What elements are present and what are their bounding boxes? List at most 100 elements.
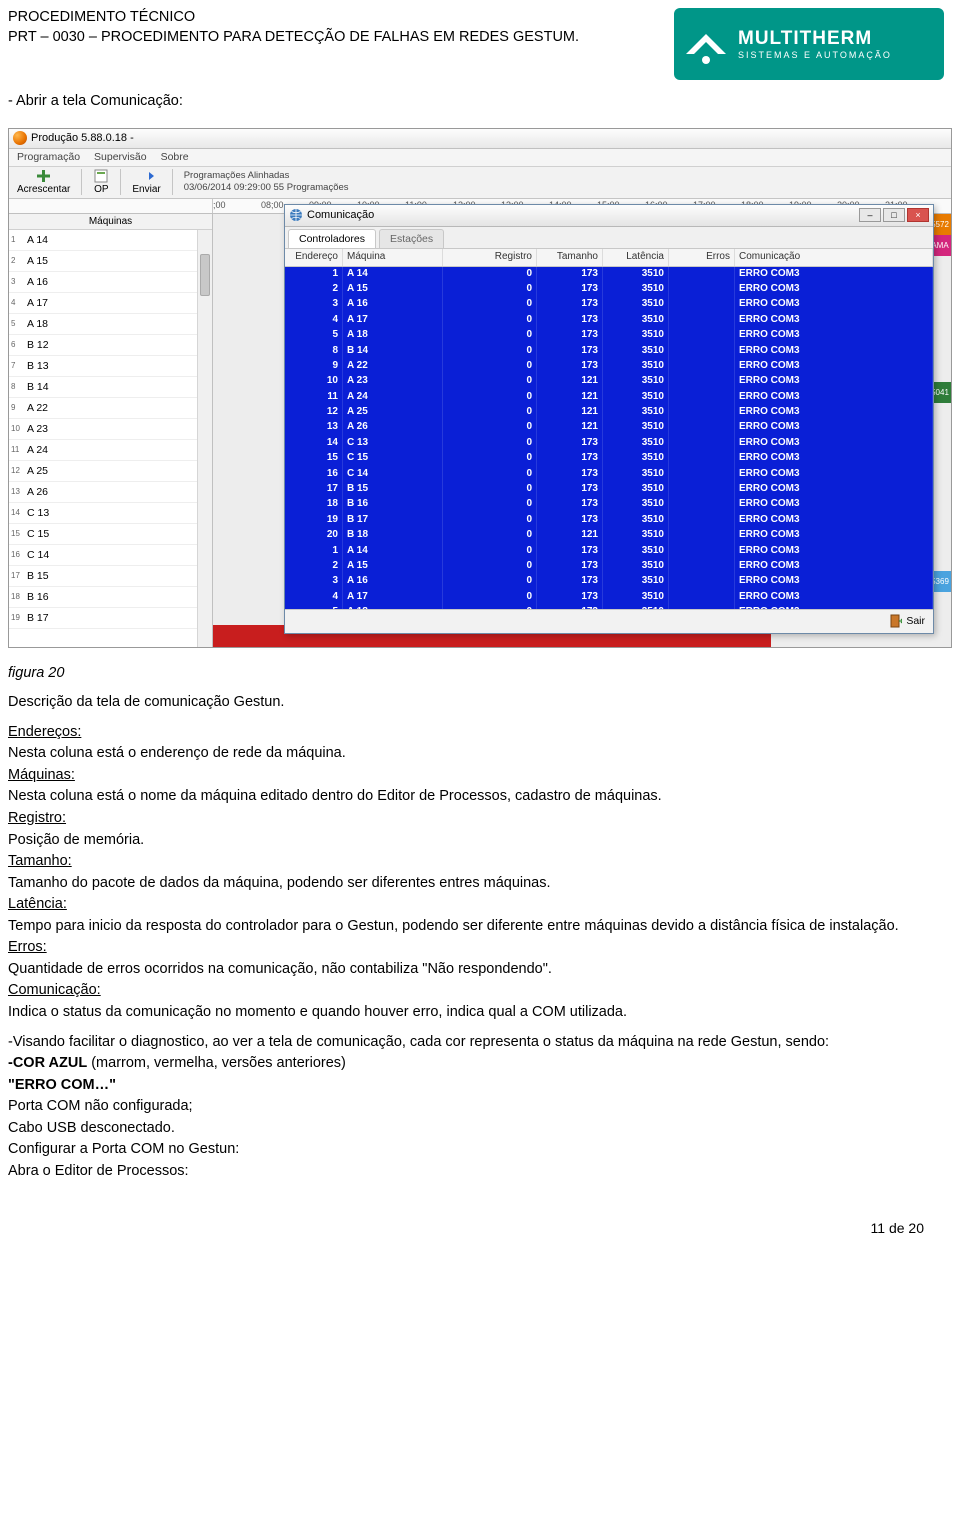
sidebar-machine-row[interactable]: 14C 13⊘ bbox=[9, 503, 212, 524]
def-body: Indica o status da comunicação no moment… bbox=[8, 1003, 952, 1023]
sidebar-machine-row[interactable]: 10A 23 bbox=[9, 419, 212, 440]
cell-registro: 0 bbox=[443, 405, 537, 420]
comm-row[interactable]: 15C 1501733510ERRO COM3 bbox=[285, 451, 933, 466]
comm-row[interactable]: 4A 1701733510ERRO COM3 bbox=[285, 313, 933, 328]
cell-endereco: 1 bbox=[285, 544, 343, 559]
sidebar-machine-row[interactable]: 18B 16 bbox=[9, 587, 212, 608]
sidebar-machine-row[interactable]: 8B 14⊘ bbox=[9, 377, 212, 398]
sidebar-machine-row[interactable]: 19B 17⊘ bbox=[9, 608, 212, 629]
sidebar-machine-row[interactable]: 9A 22 bbox=[9, 398, 212, 419]
def-body: Posição de memória. bbox=[8, 831, 952, 851]
comm-row[interactable]: 2A 1501733510ERRO COM3 bbox=[285, 282, 933, 297]
cell-maquina: A 18 bbox=[343, 328, 443, 343]
col-header[interactable]: Máquina bbox=[343, 249, 443, 266]
row-number: 9 bbox=[9, 403, 25, 412]
sidebar-machine-row[interactable]: 2A 15⊘ bbox=[9, 251, 212, 272]
comm-row[interactable]: 19B 1701733510ERRO COM3 bbox=[285, 513, 933, 528]
exit-button[interactable]: Sair bbox=[906, 615, 925, 627]
sidebar-machine-row[interactable]: 1A 14⊘ bbox=[9, 230, 212, 251]
comm-row[interactable]: 1A 1401733510ERRO COM3 bbox=[285, 544, 933, 559]
sidebar-machine-row[interactable]: 11A 24 bbox=[9, 440, 212, 461]
sidebar-machine-row[interactable]: 3A 16⊘ bbox=[9, 272, 212, 293]
cell-registro: 0 bbox=[443, 497, 537, 512]
menu-item[interactable]: Sobre bbox=[161, 151, 189, 164]
sidebar-scrollbar[interactable] bbox=[197, 230, 212, 647]
comm-row[interactable]: 14C 1301733510ERRO COM3 bbox=[285, 436, 933, 451]
cell-endereco: 20 bbox=[285, 528, 343, 543]
close-button[interactable]: × bbox=[907, 208, 929, 222]
col-header[interactable]: Endereço bbox=[285, 249, 343, 266]
cell-erros bbox=[669, 267, 735, 282]
cell-endereco: 9 bbox=[285, 359, 343, 374]
menu-item[interactable]: Supervisão bbox=[94, 151, 147, 164]
comm-row[interactable]: 12A 2501213510ERRO COM3 bbox=[285, 405, 933, 420]
toolbar-enviar[interactable]: Enviar bbox=[124, 169, 168, 195]
comm-row[interactable]: 18B 1601733510ERRO COM3 bbox=[285, 497, 933, 512]
sidebar-machine-row[interactable]: 6B 12 bbox=[9, 335, 212, 356]
header-line1: PROCEDIMENTO TÉCNICO bbox=[8, 8, 579, 28]
col-header[interactable]: Tamanho bbox=[537, 249, 603, 266]
comm-row[interactable]: 3A 1601733510ERRO COM3 bbox=[285, 574, 933, 589]
cell-endereco: 16 bbox=[285, 467, 343, 482]
line-abra: Abra o Editor de Processos: bbox=[8, 1162, 952, 1182]
comm-row[interactable]: 8B 1401733510ERRO COM3 bbox=[285, 344, 933, 359]
comm-row[interactable]: 16C 1401733510ERRO COM3 bbox=[285, 467, 933, 482]
logo-sub: SISTEMAS E AUTOMAÇÃO bbox=[738, 50, 892, 60]
cell-maquina: A 17 bbox=[343, 590, 443, 605]
sidebar-machine-row[interactable]: 7B 13 bbox=[9, 356, 212, 377]
col-header[interactable]: Erros bbox=[669, 249, 735, 266]
comm-row[interactable]: 10A 2301213510ERRO COM3 bbox=[285, 374, 933, 389]
tab-controladores[interactable]: Controladores bbox=[288, 229, 376, 248]
row-number: 8 bbox=[9, 382, 25, 391]
comm-titlebar[interactable]: Comunicação – □ × bbox=[285, 205, 933, 227]
comm-row[interactable]: 3A 1601733510ERRO COM3 bbox=[285, 297, 933, 312]
comm-row[interactable]: 9A 2201733510ERRO COM3 bbox=[285, 359, 933, 374]
cell-erros bbox=[669, 544, 735, 559]
tab-estacoes[interactable]: Estações bbox=[379, 229, 444, 248]
cell-latencia: 3510 bbox=[603, 574, 669, 589]
cell-maquina: A 17 bbox=[343, 313, 443, 328]
menu-item[interactable]: Programação bbox=[17, 151, 80, 164]
row-machine-name: A 25 bbox=[25, 465, 194, 477]
cell-registro: 0 bbox=[443, 544, 537, 559]
cell-erros bbox=[669, 390, 735, 405]
comm-row[interactable]: 20B 1801213510ERRO COM3 bbox=[285, 528, 933, 543]
row-machine-name: C 13 bbox=[25, 507, 194, 519]
cell-registro: 0 bbox=[443, 359, 537, 374]
comm-row[interactable]: 11A 2401213510ERRO COM3 bbox=[285, 390, 933, 405]
toolbar-op[interactable]: OP bbox=[85, 169, 117, 195]
comm-row[interactable]: 2A 1501733510ERRO COM3 bbox=[285, 559, 933, 574]
comm-title: Comunicação bbox=[307, 209, 374, 221]
cell-registro: 0 bbox=[443, 344, 537, 359]
cell-endereco: 5 bbox=[285, 328, 343, 343]
comm-row[interactable]: 1A 1401733510ERRO COM3 bbox=[285, 267, 933, 282]
maximize-button[interactable]: □ bbox=[883, 208, 905, 222]
def-title: Tamanho: bbox=[8, 852, 952, 872]
col-header[interactable]: Comunicação bbox=[735, 249, 933, 266]
comm-row[interactable]: 17B 1501733510ERRO COM3 bbox=[285, 482, 933, 497]
row-machine-name: A 14 bbox=[25, 234, 194, 246]
row-machine-name: B 12 bbox=[25, 339, 194, 351]
col-header[interactable]: Registro bbox=[443, 249, 537, 266]
minimize-button[interactable]: – bbox=[859, 208, 881, 222]
sidebar-machine-row[interactable]: 17B 15⊘ bbox=[9, 566, 212, 587]
sidebar-machine-row[interactable]: 4A 17⊘ bbox=[9, 293, 212, 314]
comm-footer: Sair bbox=[285, 609, 933, 633]
comm-row[interactable]: 13A 2601213510ERRO COM3 bbox=[285, 420, 933, 435]
cell-comunicacao: ERRO COM3 bbox=[735, 359, 933, 374]
cell-latencia: 3510 bbox=[603, 282, 669, 297]
cell-endereco: 2 bbox=[285, 559, 343, 574]
comm-row[interactable]: 4A 1701733510ERRO COM3 bbox=[285, 590, 933, 605]
cell-registro: 0 bbox=[443, 374, 537, 389]
sidebar-machine-row[interactable]: 16C 14⊘ bbox=[9, 545, 212, 566]
sidebar-machine-row[interactable]: 5A 18⊘ bbox=[9, 314, 212, 335]
toolbar-acrescentar[interactable]: Acrescentar bbox=[9, 169, 78, 195]
sidebar-header: Máquinas bbox=[9, 214, 212, 230]
cell-comunicacao: ERRO COM3 bbox=[735, 544, 933, 559]
cell-endereco: 10 bbox=[285, 374, 343, 389]
comm-row[interactable]: 5A 1801733510ERRO COM3 bbox=[285, 328, 933, 343]
sidebar-machine-row[interactable]: 13A 26 bbox=[9, 482, 212, 503]
sidebar-machine-row[interactable]: 12A 25⊘ bbox=[9, 461, 212, 482]
sidebar-machine-row[interactable]: 15C 15 bbox=[9, 524, 212, 545]
col-header[interactable]: Latência bbox=[603, 249, 669, 266]
